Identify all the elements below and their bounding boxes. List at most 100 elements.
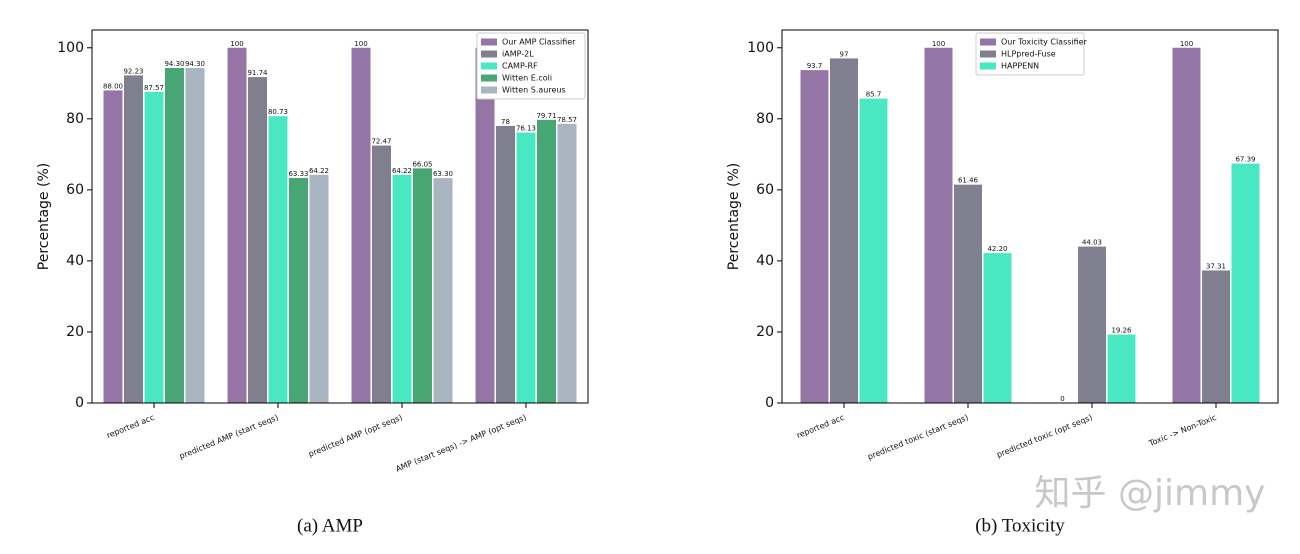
legend-swatch bbox=[980, 38, 996, 46]
value-label: 88.00 bbox=[103, 82, 123, 90]
legend-label: Witten E.coli bbox=[502, 74, 552, 83]
y-tick-label: 40 bbox=[66, 253, 84, 269]
value-label: 94.30 bbox=[185, 60, 205, 68]
legend-swatch bbox=[481, 38, 497, 46]
value-label: 87.57 bbox=[144, 84, 164, 92]
legend-label: HLPpred-Fuse bbox=[1001, 50, 1056, 59]
value-label: 67.39 bbox=[1235, 156, 1255, 164]
value-label: 93.7 bbox=[807, 62, 823, 70]
x-tick-label: reported acc bbox=[795, 413, 845, 440]
value-label: 94.30 bbox=[164, 60, 184, 68]
bar bbox=[954, 184, 982, 403]
x-tick-label: predicted toxic (opt seqs) bbox=[995, 413, 1093, 460]
bar bbox=[1172, 47, 1201, 404]
bar bbox=[227, 47, 247, 404]
value-label: 0 bbox=[1060, 395, 1064, 403]
bar bbox=[496, 125, 515, 404]
bar bbox=[289, 178, 308, 403]
legend-swatch bbox=[481, 74, 497, 82]
legend-box bbox=[975, 32, 1085, 76]
x-tick-label: Toxic -> Non-Toxic bbox=[1147, 413, 1218, 449]
caption: (a) AMP bbox=[297, 515, 363, 536]
value-label: 85.7 bbox=[866, 91, 882, 99]
y-axis-label: Percentage (%) bbox=[36, 163, 52, 270]
y-tick-label: 80 bbox=[756, 111, 774, 127]
bar bbox=[144, 91, 164, 403]
value-label: 19.26 bbox=[1111, 327, 1132, 335]
value-label: 78.57 bbox=[557, 116, 577, 124]
legend-swatch bbox=[481, 50, 497, 58]
bar bbox=[165, 68, 184, 404]
x-tick-label: predicted AMP (start seqs) bbox=[178, 413, 280, 461]
y-tick-label: 0 bbox=[765, 395, 774, 411]
x-tick-label: AMP (start seqs) -> AMP (opt seqs) bbox=[394, 413, 527, 474]
value-label: 78 bbox=[501, 118, 510, 126]
bar bbox=[372, 145, 391, 403]
bar bbox=[433, 178, 453, 403]
value-label: 64.22 bbox=[309, 167, 329, 175]
bar bbox=[475, 47, 495, 404]
bar bbox=[516, 132, 536, 403]
bar bbox=[309, 174, 329, 403]
value-label: 100 bbox=[932, 40, 945, 48]
legend-swatch bbox=[481, 86, 497, 94]
legend-label: Our AMP Classifier bbox=[502, 38, 576, 47]
value-label: 100 bbox=[1180, 40, 1193, 48]
bar bbox=[983, 253, 1012, 403]
value-label: 97 bbox=[840, 50, 849, 58]
bar bbox=[537, 119, 556, 403]
value-label: 79.71 bbox=[536, 112, 556, 120]
y-tick-label: 60 bbox=[756, 182, 774, 198]
value-label: 42.20 bbox=[987, 245, 1007, 253]
y-tick-label: 0 bbox=[75, 395, 84, 411]
value-label: 66.05 bbox=[412, 160, 432, 168]
y-tick-label: 60 bbox=[66, 182, 84, 198]
legend-swatch bbox=[481, 62, 497, 70]
bar bbox=[248, 77, 267, 404]
legend-swatch bbox=[980, 62, 996, 70]
value-label: 100 bbox=[230, 40, 243, 48]
legend-label: CAMP-RF bbox=[502, 62, 538, 71]
bar bbox=[1231, 163, 1260, 403]
x-tick-label: predicted AMP (opt seqs) bbox=[307, 413, 404, 459]
watermark: 知乎 @jimmy bbox=[1035, 473, 1266, 514]
bar bbox=[351, 47, 371, 404]
bar bbox=[392, 174, 412, 403]
y-tick-label: 20 bbox=[66, 324, 84, 340]
y-axis-label: Percentage (%) bbox=[726, 163, 742, 270]
bar bbox=[413, 168, 432, 403]
value-label: 91.74 bbox=[247, 69, 268, 77]
value-label: 76.13 bbox=[516, 125, 536, 133]
bar bbox=[1107, 334, 1136, 403]
y-tick-label: 80 bbox=[66, 111, 84, 127]
bar bbox=[1078, 246, 1106, 403]
bar bbox=[830, 58, 858, 404]
x-tick-label: reported acc bbox=[105, 413, 155, 440]
value-label: 63.30 bbox=[433, 170, 453, 178]
bar bbox=[124, 75, 143, 404]
legend-label: HAPPENN bbox=[1001, 62, 1039, 71]
value-label: 72.47 bbox=[371, 138, 391, 146]
legend-box bbox=[476, 32, 586, 100]
legend-label: Our Toxicity Classifier bbox=[1001, 38, 1088, 47]
plot-frame bbox=[91, 29, 589, 404]
legend-swatch bbox=[980, 50, 996, 58]
value-label: 64.22 bbox=[392, 167, 412, 175]
value-label: 37.31 bbox=[1206, 262, 1226, 270]
legend-label: Witten S.aureus bbox=[502, 86, 566, 95]
bar bbox=[859, 98, 888, 404]
value-label: 63.33 bbox=[288, 170, 308, 178]
value-label: 44.03 bbox=[1082, 239, 1102, 247]
y-tick-label: 20 bbox=[756, 324, 774, 340]
plot-frame bbox=[781, 29, 1279, 404]
bar bbox=[1202, 270, 1230, 403]
legend-label: iAMP-2L bbox=[502, 50, 534, 59]
value-label: 61.46 bbox=[958, 177, 979, 185]
value-label: 100 bbox=[354, 40, 367, 48]
y-tick-label: 100 bbox=[57, 40, 84, 56]
value-label: 92.23 bbox=[123, 67, 143, 75]
bar bbox=[924, 47, 953, 404]
x-tick-label: predicted toxic (start seqs) bbox=[866, 413, 969, 462]
caption: (b) Toxicity bbox=[975, 515, 1065, 536]
